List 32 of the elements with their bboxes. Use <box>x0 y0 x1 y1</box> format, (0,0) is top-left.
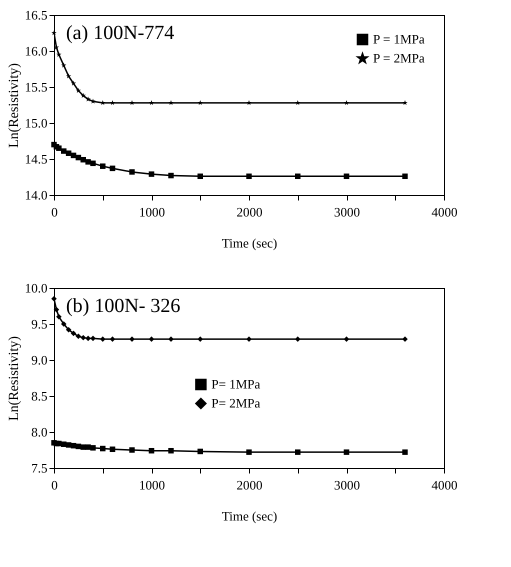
y-tick-label: 8.0 <box>31 424 48 440</box>
y-axis-title: Ln(Resistivity) <box>6 336 22 421</box>
y-tick-label: 16.0 <box>24 44 48 58</box>
y-tick-label: 9.5 <box>31 316 48 332</box>
x-axis-title: Time (sec) <box>222 508 278 524</box>
x-tick-label: 3000 <box>334 204 360 220</box>
y-tick-label: 15.5 <box>24 80 48 94</box>
y-tick-label: 9.0 <box>31 352 48 368</box>
x-tick-label: 3000 <box>334 478 360 492</box>
y-tick-label: 16.5 <box>24 8 48 22</box>
y-tick-label: 14.0 <box>24 188 48 202</box>
y-tick-label: 8.5 <box>31 388 48 404</box>
x-tick-label: 0 <box>51 204 58 220</box>
y-tick-label: 10.0 <box>24 280 48 296</box>
x-axis-title: Time (sec) <box>222 236 278 250</box>
x-tick-label: 2000 <box>236 478 262 492</box>
x-tick-label: 0 <box>51 478 58 492</box>
chart-title: (b) 100N- 326 <box>66 295 180 317</box>
x-tick-label: 2000 <box>236 204 262 220</box>
y-tick-label: 15.0 <box>24 116 48 130</box>
y-tick-label: 7.5 <box>31 460 48 476</box>
legend-label: P = 2MPa <box>373 50 425 66</box>
x-tick-label: 4000 <box>432 478 458 492</box>
legend-label: P= 1MPa <box>211 376 260 392</box>
chart-title: (a) 100N-774 <box>66 22 174 44</box>
legend-label: P= 2MPa <box>211 396 260 410</box>
x-tick-label: 4000 <box>432 204 458 220</box>
y-axis-title: Ln(Resistivity) <box>6 62 22 148</box>
x-tick-label: 1000 <box>139 478 165 492</box>
x-tick-label: 1000 <box>139 204 165 220</box>
y-tick-label: 14.5 <box>24 152 48 166</box>
legend-label: P = 1MPa <box>373 32 425 46</box>
